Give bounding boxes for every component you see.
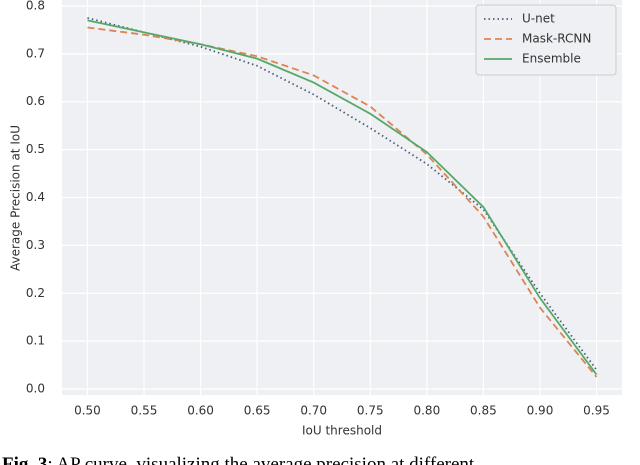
series-line (87, 26, 598, 378)
y-tick-label: 0.7 (26, 46, 45, 60)
x-tick-label: 0.85 (470, 404, 497, 418)
x-tick-label: 0.70 (300, 404, 327, 418)
y-tick-label: 0.2 (26, 286, 45, 300)
caption-label: Fig. 3 (2, 454, 47, 465)
x-tick-label: 0.75 (357, 404, 384, 418)
y-tick-label: 0.6 (26, 94, 45, 108)
y-tick-label: 0.1 (26, 334, 45, 348)
x-tick-label: 0.90 (527, 404, 554, 418)
caption: Fig. 3: AP curve, visualizing the averag… (2, 454, 475, 465)
legend-label: U-net (522, 12, 555, 26)
y-tick-label: 0.0 (26, 382, 45, 396)
lines (87, 17, 598, 378)
series-line (87, 19, 598, 376)
y-tick-label: 0.4 (26, 190, 45, 204)
x-tick-label: 0.65 (244, 404, 271, 418)
caption-text: : AP curve, visualizing the average prec… (47, 454, 475, 465)
x-axis-label: IoU threshold (302, 424, 382, 438)
legend: U-net Mask-RCNN Ensemble (475, 4, 617, 76)
x-tick-label: 0.60 (187, 404, 214, 418)
y-axis-label: Average Precision at IoU (9, 125, 23, 271)
legend-label: Ensemble (522, 52, 581, 66)
x-tick-label: 0.55 (131, 404, 158, 418)
x-tick-label: 0.95 (583, 404, 610, 418)
y-tick-label: 0.3 (26, 238, 45, 252)
legend-label: Mask-RCNN (522, 32, 591, 46)
x-tick-label: 0.50 (74, 404, 101, 418)
legend-box (475, 4, 617, 76)
y-tick-label: 0.5 (26, 142, 45, 156)
x-tick-label: 0.80 (413, 404, 440, 418)
y-tick-label: 0.8 (26, 0, 45, 12)
